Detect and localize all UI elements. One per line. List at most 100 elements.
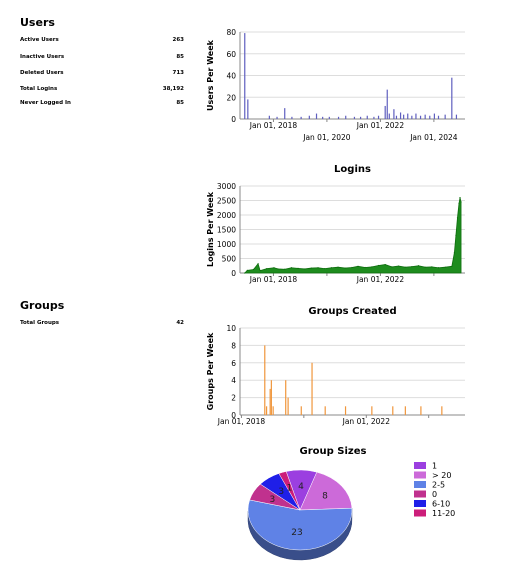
y-tick-label: 20 — [226, 93, 236, 102]
data-point — [317, 267, 319, 269]
bar — [344, 406, 347, 415]
stat-value-active-users: 263 — [172, 37, 184, 43]
logins-chart: Logins 0 500 1000 1500 2000 2500 3000 Jan 01, 20… — [206, 164, 465, 288]
x-tick-label: Jan 01, 2022 — [356, 121, 405, 130]
bar — [373, 116, 375, 119]
pie-value-label: 3 — [269, 495, 275, 505]
bar — [411, 115, 413, 119]
data-point — [273, 267, 275, 269]
data-point — [397, 265, 400, 267]
data-point — [284, 268, 286, 270]
bar — [300, 116, 302, 119]
y-axis-label: Logins Per Week — [206, 191, 215, 267]
pie-value-label: 23 — [291, 528, 302, 538]
legend-swatch-11-20 — [414, 509, 426, 517]
bar — [377, 115, 380, 119]
x-tick-label: Jan 01, 2022 — [342, 417, 391, 426]
data-point — [277, 268, 279, 270]
bar — [322, 116, 324, 119]
data-point — [297, 267, 299, 269]
stat-value-total-groups: 42 — [176, 320, 184, 326]
y-tick-label: 10 — [226, 324, 236, 333]
bar — [441, 406, 443, 415]
data-point — [459, 197, 461, 199]
y-tick-label: 60 — [226, 50, 236, 59]
bar — [451, 77, 453, 119]
bar — [419, 115, 422, 119]
data-point — [377, 264, 380, 267]
bar — [244, 33, 246, 119]
bar — [284, 108, 286, 119]
data-point — [246, 269, 248, 271]
legend-swatch-6-10 — [414, 500, 426, 507]
data-point — [290, 267, 292, 269]
y-tick-label: 4 — [231, 376, 236, 385]
pie-slice-2-5 — [247, 499, 353, 551]
data-point — [364, 266, 366, 269]
bar — [420, 406, 422, 415]
data-point — [437, 267, 440, 269]
bar — [433, 113, 435, 119]
data-point — [252, 268, 255, 271]
data-point — [456, 217, 459, 219]
bar — [272, 406, 274, 415]
bar — [276, 116, 278, 119]
x-tick-label: Jan 01, 2018 — [217, 417, 266, 426]
x-tick-label: Jan 01, 2022 — [356, 275, 405, 284]
y-tick-label: 6 — [231, 359, 236, 368]
groups-section-title: Groups — [20, 299, 65, 312]
y-tick-label: 500 — [222, 255, 237, 264]
data-point — [330, 267, 332, 269]
x-tick-label: Jan 01, 2020 — [279, 429, 328, 430]
y-tick-label: 0 — [231, 269, 236, 278]
data-point — [266, 268, 268, 270]
bar — [393, 109, 395, 119]
bar — [264, 345, 266, 415]
series-area — [243, 197, 462, 274]
stat-value-inactive-users: 85 — [176, 54, 184, 60]
data-point — [455, 234, 457, 236]
bar — [268, 115, 270, 119]
legend-label: 6-10 — [432, 500, 450, 509]
bar — [404, 406, 406, 415]
bar — [265, 406, 268, 415]
groups-created-chart: Groups Created 0 2 4 6 8 10 Jan 01, 2018 Jan 01,… — [206, 306, 465, 430]
bar — [324, 406, 326, 415]
pie-slice-11-20 — [278, 471, 301, 511]
data-point — [451, 265, 453, 267]
stat-label-deleted-users: Deleted Users — [20, 70, 64, 76]
bar — [371, 406, 373, 415]
y-tick-label: 1500 — [217, 226, 236, 235]
y-axis-label: Users Per Week — [206, 39, 215, 111]
y-tick-label: 40 — [226, 72, 236, 81]
bar — [388, 113, 390, 119]
stat-label-inactive-users: Inactive Users — [20, 54, 65, 60]
bar — [424, 114, 426, 119]
bar — [345, 115, 347, 119]
bar — [403, 114, 405, 119]
legend-label: > 20 — [432, 471, 451, 480]
bar — [285, 380, 287, 415]
y-tick-label: 80 — [226, 28, 236, 37]
legend-swatch-2-5 — [414, 481, 426, 488]
y-tick-label: 0 — [231, 411, 236, 420]
data-point — [259, 270, 261, 272]
stat-label-total-groups: Total Groups — [20, 320, 60, 326]
data-point — [357, 265, 359, 267]
data-point — [310, 267, 312, 269]
y-tick-label: 2500 — [217, 197, 236, 206]
data-point — [337, 266, 339, 268]
bar — [392, 406, 394, 415]
pie-slice-20 — [299, 471, 353, 511]
y-tick-label: 2000 — [217, 211, 236, 220]
x-tick-label: Jan 01, 2020 — [302, 287, 351, 288]
bar — [287, 397, 289, 415]
bar — [429, 115, 431, 119]
bar — [444, 114, 446, 119]
y-tick-label: 3000 — [217, 182, 236, 191]
bar — [407, 113, 409, 119]
bar — [386, 89, 388, 119]
pie-value-label: 1 — [287, 483, 293, 493]
bar — [311, 362, 313, 415]
